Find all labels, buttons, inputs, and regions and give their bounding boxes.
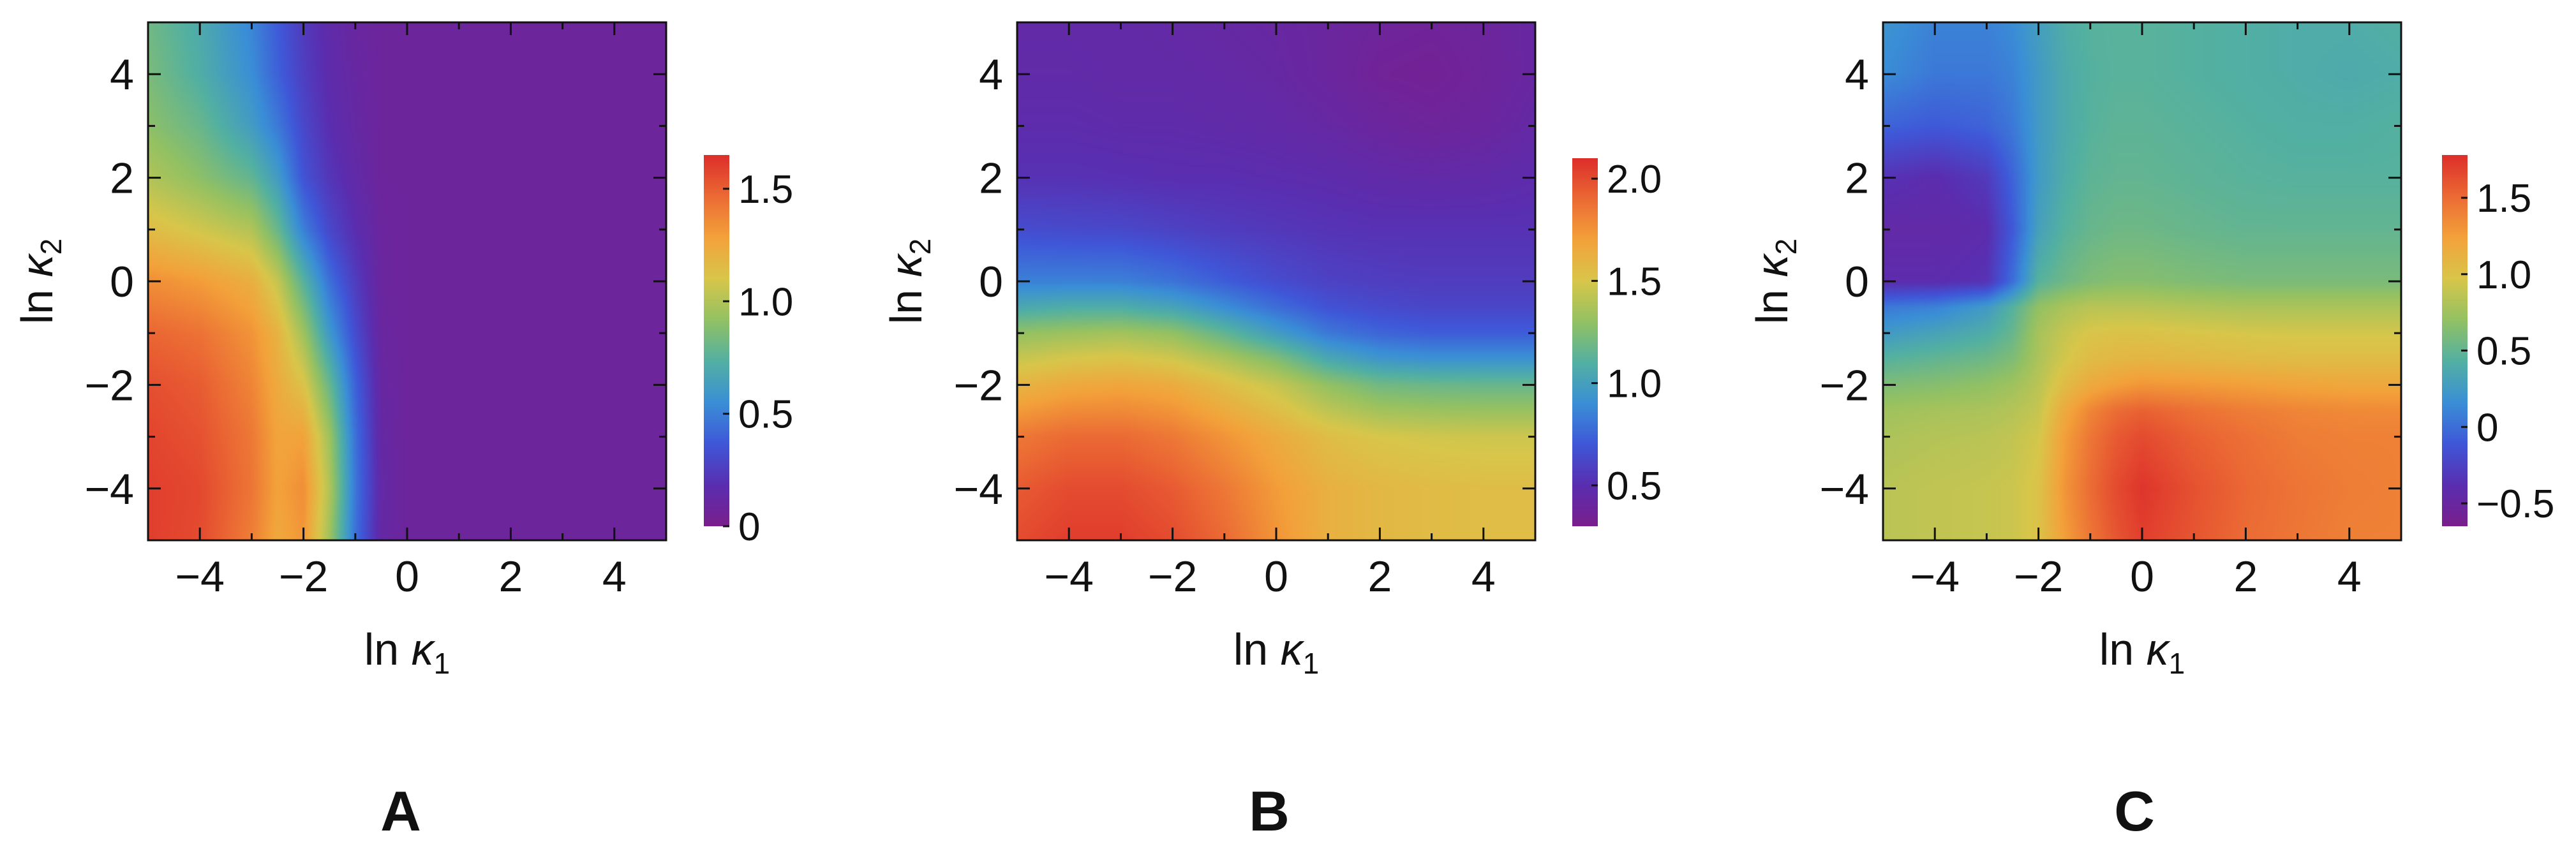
colorbar-tick-label: 0 (738, 505, 760, 549)
colorbar-tick-label: 1.0 (2476, 253, 2531, 297)
y-tick-label: 0 (1845, 258, 1869, 306)
heatmap-surface (1017, 22, 1535, 540)
y-tick-label: −4 (84, 465, 134, 513)
heatmap-panel-a: −4 −2 0 2 4 −4 −2 0 2 4 ln κ1 ln κ2 0 0.5 1.0 1.5 A (12, 21, 793, 842)
y-axis-label: ln κ2 (12, 239, 68, 325)
y-tick-label: 4 (979, 50, 1003, 99)
x-tick-label: 4 (1471, 552, 1496, 601)
x-tick-label: 0 (1264, 552, 1288, 601)
colorbar-tick-label: 0.5 (2476, 330, 2531, 374)
y-tick-label: 0 (979, 258, 1003, 306)
y-tick-label: 2 (979, 154, 1003, 203)
colorbar: 0.5 1.0 1.5 2.0 (1572, 158, 1662, 526)
colorbar-tick-label: 1.0 (738, 280, 793, 324)
panel-label: C (2114, 779, 2155, 842)
x-axis-label: ln κ1 (1233, 624, 1320, 680)
colorbar: −0.5 0 0.5 1.0 1.5 (2442, 155, 2554, 526)
colorbar-gradient (704, 155, 729, 526)
x-tick-label: −4 (1044, 552, 1094, 601)
y-tick-label: −2 (1819, 361, 1869, 410)
y-axis-label: ln κ2 (881, 239, 937, 325)
y-tick-label: 2 (110, 154, 134, 203)
x-tick-label: 0 (395, 552, 419, 601)
y-tick-label: −4 (953, 465, 1003, 513)
colorbar-tick-label: 1.5 (1607, 260, 1662, 304)
x-tick-label: 0 (2130, 552, 2154, 601)
x-tick-label: 2 (2233, 552, 2258, 601)
x-axis-label: ln κ1 (2099, 624, 2185, 680)
x-tick-label: −2 (279, 552, 329, 601)
colorbar-gradient (1572, 158, 1598, 526)
x-tick-label: −2 (2014, 552, 2064, 601)
colorbar-tick-label: 1.5 (738, 168, 793, 212)
colorbar-tick-label: 2.0 (1607, 158, 1662, 202)
heatmap-panel-c: −4 −2 0 2 4 −4 −2 0 2 4 ln κ1 ln κ2 −0.5 0 0.5 1.0 1.5 C (1747, 21, 2554, 842)
x-tick-label: 4 (602, 552, 627, 601)
heatmap-panel-b: −4 −2 0 2 4 −4 −2 0 2 4 ln κ1 ln κ2 0.5 1.0 1.5 2.0 B (881, 21, 1662, 842)
colorbar: 0 0.5 1.0 1.5 (704, 155, 793, 549)
y-tick-label: −4 (1819, 465, 1869, 513)
y-tick-label: −2 (84, 361, 134, 410)
y-tick-label: −2 (953, 361, 1003, 410)
y-tick-label: 2 (1845, 154, 1869, 203)
x-tick-label: 2 (498, 552, 523, 601)
x-tick-label: −2 (1148, 552, 1198, 601)
colorbar-gradient (2442, 155, 2468, 526)
x-tick-label: 2 (1367, 552, 1392, 601)
colorbar-tick-label: 0 (2476, 406, 2498, 450)
y-tick-label: 0 (110, 258, 134, 306)
colorbar-tick-label: 0.5 (1607, 464, 1662, 508)
x-axis-label: ln κ1 (364, 624, 450, 680)
heatmap-surface (148, 22, 666, 540)
heatmap-surface (1883, 22, 2401, 540)
x-tick-label: 4 (2337, 552, 2362, 601)
colorbar-tick-label: 1.0 (1607, 362, 1662, 406)
x-tick-label: −4 (175, 552, 225, 601)
panel-label: A (380, 779, 421, 842)
colorbar-tick-label: 1.5 (2476, 177, 2531, 221)
y-tick-label: 4 (110, 50, 134, 99)
x-tick-label: −4 (1910, 552, 1960, 601)
colorbar-tick-label: −0.5 (2476, 482, 2554, 526)
y-axis-label: ln κ2 (1747, 239, 1803, 325)
y-tick-label: 4 (1845, 50, 1869, 99)
panel-label: B (1249, 779, 1290, 842)
colorbar-tick-label: 0.5 (738, 393, 793, 437)
